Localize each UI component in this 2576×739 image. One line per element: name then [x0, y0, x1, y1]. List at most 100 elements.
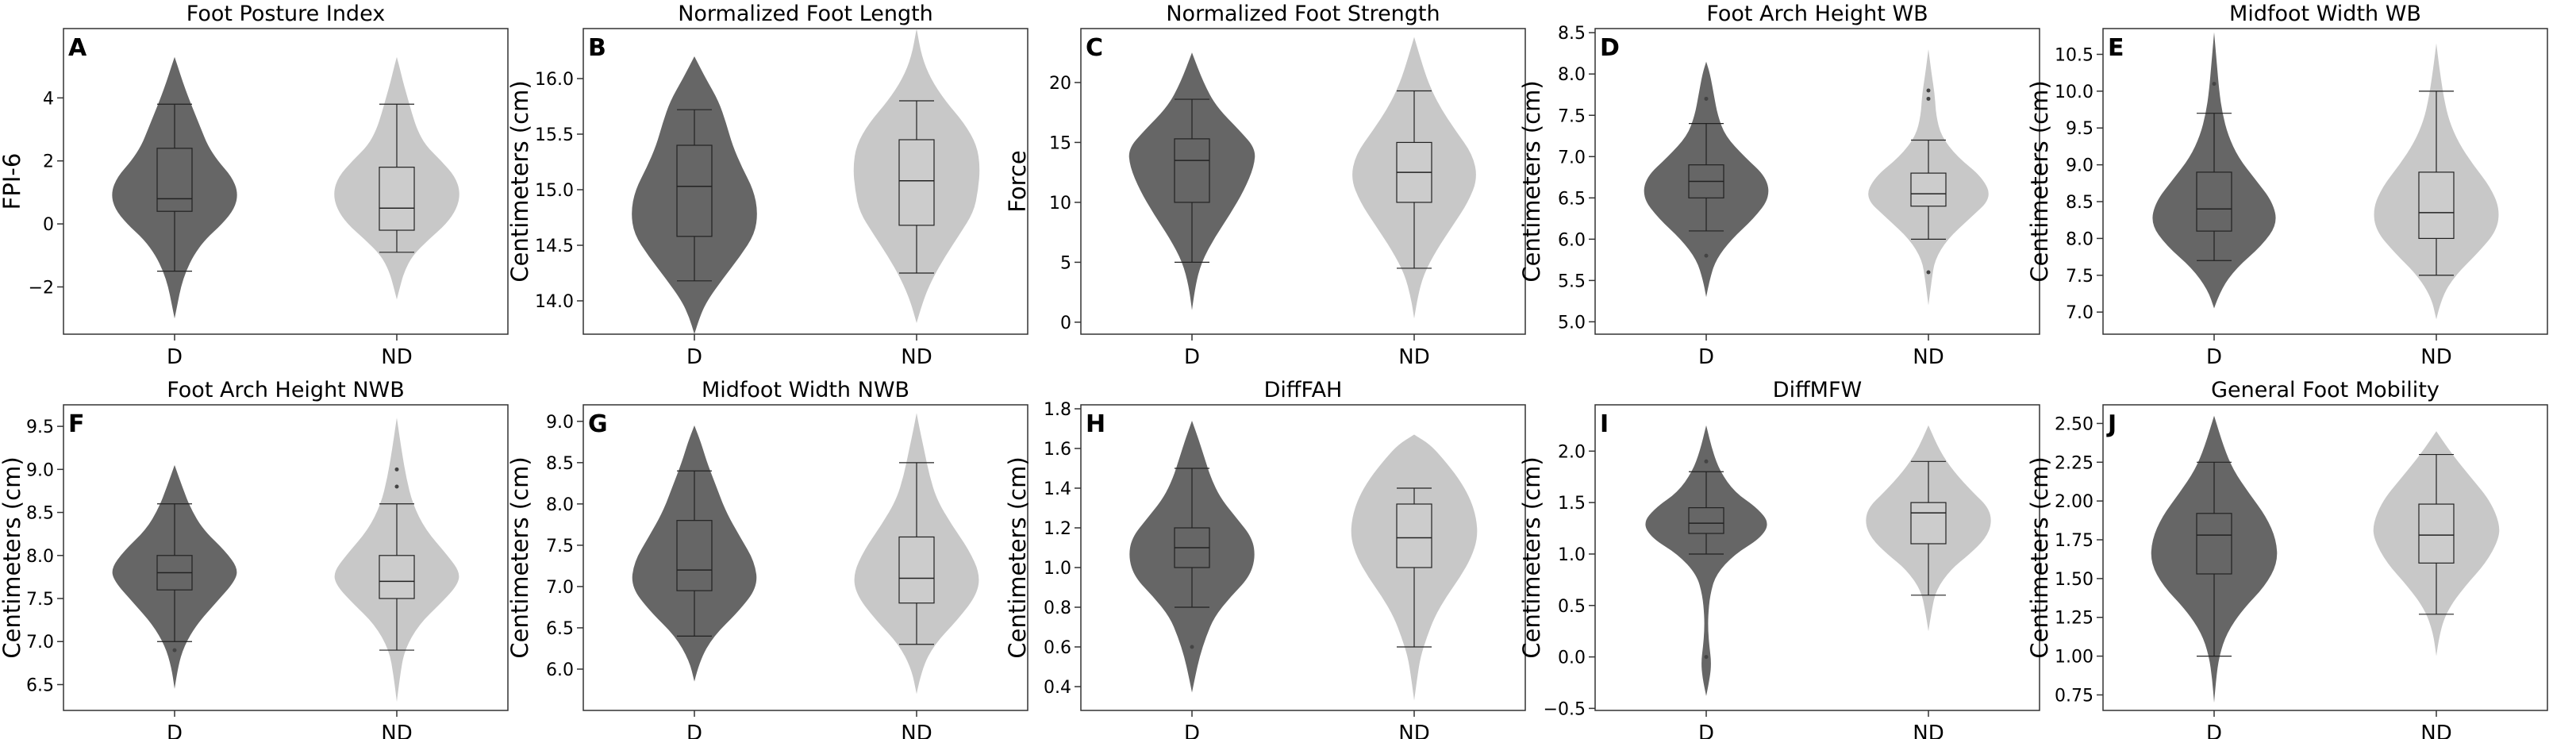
x-tick-label: D: [2206, 722, 2222, 739]
y-tick-label: 5.5: [1558, 271, 1586, 291]
y-tick-label: 1.75: [2055, 531, 2093, 551]
y-tick-label: 7.5: [2066, 267, 2093, 287]
y-tick-label: 1.50: [2055, 570, 2093, 590]
panel-label: E: [2108, 34, 2124, 62]
y-tick-label: 7.0: [546, 578, 574, 598]
box-ND: [1396, 503, 1432, 568]
y-tick-label: 9.0: [26, 460, 54, 480]
y-tick-label: 5.0: [1558, 313, 1586, 333]
panel-title: Foot Arch Height WB: [1706, 2, 1928, 26]
y-axis-label: Centimeters (cm): [0, 456, 25, 658]
outlier-point: [1926, 88, 1931, 93]
plot-frame: [582, 28, 1028, 335]
y-tick-label: 1.8: [1044, 400, 1071, 420]
panel-label: B: [588, 34, 606, 62]
outlier-point: [1704, 253, 1709, 258]
box-ND: [2418, 171, 2455, 239]
outlier-point: [1704, 96, 1709, 101]
y-tick-label: −0.5: [1544, 699, 1586, 719]
x-tick-label: ND: [901, 722, 932, 739]
box-D: [2196, 171, 2232, 232]
y-tick-label: 15: [1049, 133, 1071, 153]
y-tick-label: 0: [43, 215, 54, 235]
y-tick-label: 2: [43, 152, 54, 172]
plot-frame: [1080, 404, 1526, 711]
y-tick-label: 6.5: [1558, 189, 1586, 209]
y-axis-label: Centimeters (cm): [506, 80, 533, 282]
outlier-point: [1704, 459, 1709, 464]
outlier-point: [172, 648, 177, 652]
panel-title: DiffMFW: [1773, 378, 1862, 402]
panel-label: A: [68, 34, 87, 62]
y-tick-label: 0: [1060, 314, 1071, 333]
panel-label: D: [1600, 34, 1620, 62]
x-tick-label: ND: [381, 345, 412, 369]
y-tick-label: 0.8: [1044, 599, 1071, 618]
x-tick-label: D: [686, 345, 702, 369]
plot-frame: [2102, 404, 2548, 711]
y-tick-label: 2.0: [1558, 442, 1586, 462]
x-tick-label: D: [1698, 722, 1714, 739]
y-tick-label: 0.6: [1044, 638, 1071, 658]
plot-frame: [582, 404, 1028, 711]
y-tick-label: 9.5: [2066, 119, 2093, 139]
outlier-point: [394, 484, 399, 489]
y-tick-label: 6.0: [1558, 230, 1586, 250]
box-D: [676, 520, 713, 591]
box-ND: [379, 167, 415, 231]
outlier-point: [1926, 96, 1931, 101]
panel-A: Foot Posture Index A −2 0 2 4 FPI-6 D ND: [0, 2, 509, 369]
y-tick-label: 6.5: [26, 675, 54, 695]
x-tick-label: D: [2206, 345, 2222, 369]
y-axis-label: Centimeters (cm): [2026, 80, 2053, 282]
y-tick-label: 8.0: [2066, 229, 2093, 249]
y-tick-label: 7.5: [26, 590, 54, 610]
box-D: [156, 148, 193, 212]
y-tick-label: −2: [29, 278, 54, 298]
y-tick-label: 8.0: [546, 495, 574, 515]
y-tick-label: 7.5: [1558, 106, 1586, 126]
y-tick-label: 16.0: [535, 70, 574, 90]
box-ND: [898, 536, 935, 604]
panel-title: General Foot Mobility: [2211, 378, 2440, 402]
x-tick-label: D: [167, 345, 183, 369]
y-tick-label: 8.5: [26, 504, 54, 524]
x-tick-label: ND: [2420, 345, 2451, 369]
panel-D: Foot Arch Height WB D 5.0 5.5 6.0 6.5 7.0 7.5 8.…: [1518, 2, 2040, 369]
panel-label: F: [68, 410, 85, 438]
y-tick-label: 7.0: [1558, 148, 1586, 167]
y-tick-label: 7.5: [546, 537, 574, 556]
y-tick-label: 2.25: [2055, 453, 2093, 473]
y-tick-label: 8.0: [26, 547, 54, 567]
x-tick-label: ND: [1398, 345, 1429, 369]
y-tick-label: 7.0: [2066, 303, 2093, 323]
y-tick-label: 1.4: [1044, 479, 1071, 499]
box-ND: [1910, 172, 1947, 207]
x-tick-label: D: [167, 722, 183, 739]
y-tick-label: 9.0: [2066, 156, 2093, 176]
y-tick-label: 9.0: [546, 413, 574, 433]
panel-label: G: [588, 410, 608, 438]
panel-G: Midfoot Width NWB G 6.0 6.5 7.0 7.5 8.0 8.5 9.0 C…: [506, 378, 1028, 739]
y-axis-label: Force: [1004, 150, 1031, 212]
panel-label: H: [1086, 410, 1105, 438]
panel-F: Foot Arch Height NWB F 6.5 7.0 7.5 8.0 8.5 9.0 9…: [0, 378, 509, 739]
y-tick-label: 0.0: [1558, 649, 1586, 668]
x-tick-label: ND: [1913, 722, 1944, 739]
y-tick-label: 15.0: [535, 181, 574, 201]
y-tick-label: 14.0: [535, 292, 574, 312]
box-D: [1174, 138, 1210, 203]
y-tick-label: 0.4: [1044, 678, 1071, 698]
x-tick-label: ND: [1398, 722, 1429, 739]
x-tick-label: D: [686, 722, 702, 739]
y-tick-label: 1.25: [2055, 609, 2093, 629]
y-axis-label: Centimeters (cm): [506, 456, 533, 658]
plot-frame: [1080, 28, 1526, 335]
outlier-point: [2212, 82, 2217, 87]
y-tick-label: 10.0: [2055, 83, 2093, 102]
y-axis-label: FPI-6: [0, 153, 25, 210]
box-ND: [898, 139, 935, 226]
y-tick-label: 15.5: [535, 125, 574, 145]
y-tick-label: 9.5: [26, 418, 54, 437]
